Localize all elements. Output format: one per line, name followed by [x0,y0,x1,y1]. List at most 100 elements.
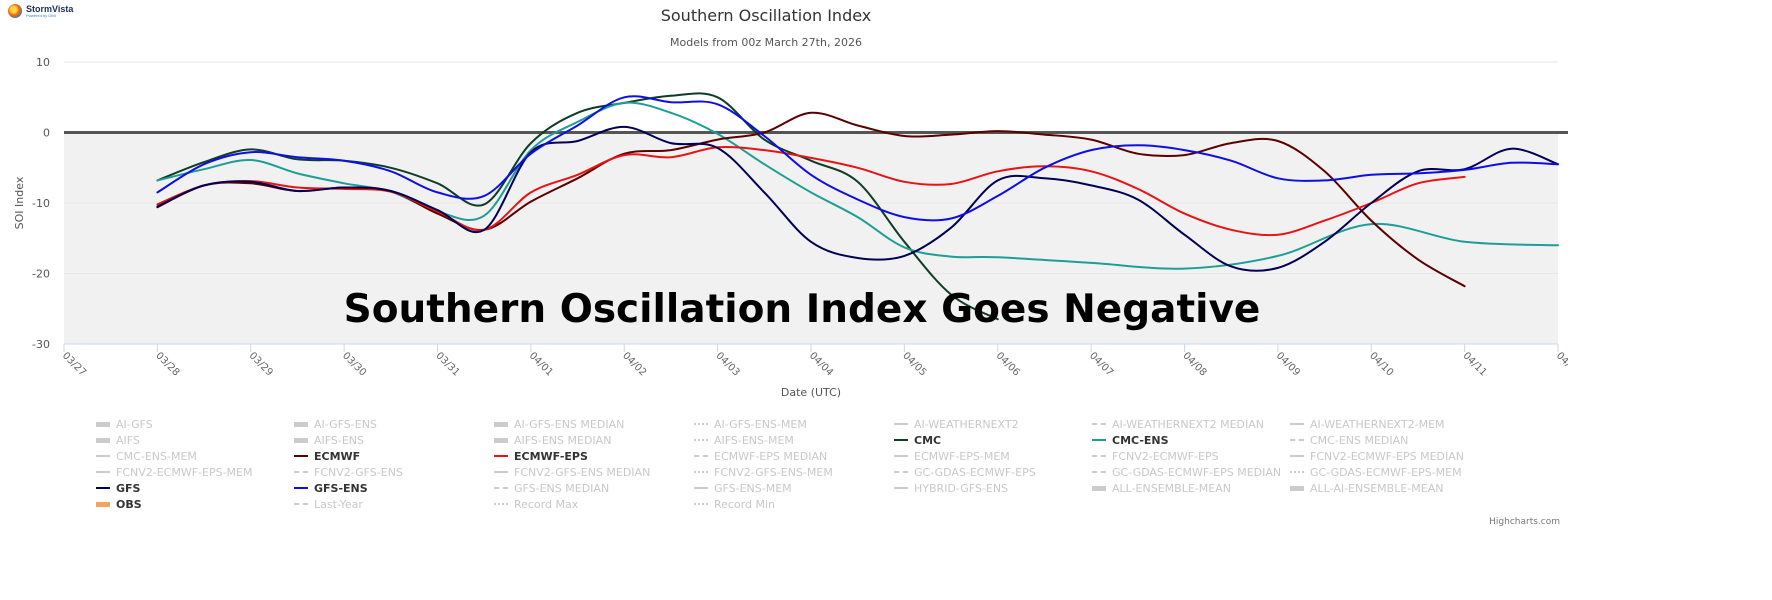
logo-subtitle: Powered by OMI [26,12,56,18]
y-axis-title: SOI Index [13,176,26,229]
series-line-cmc[interactable] [156,92,999,321]
legend-item-gfs-ens[interactable]: GFS-ENS [294,480,368,496]
legend-symbol-icon [494,471,508,473]
x-axis-title: Date (UTC) [781,386,841,399]
legend-label: ECMWF [314,449,361,463]
legend-label: CMC [914,433,942,447]
legend-label: Record Min [714,497,776,511]
legend-item-hybrid-gfs-ens[interactable]: HYBRID-GFS-ENS [894,480,1008,496]
legend-item-ai-gfs-ens[interactable]: AI-GFS-ENS [294,416,377,432]
legend-item-record-max[interactable]: Record Max [494,496,578,512]
legend-label: AI-WEATHERNEXT2 MEDIAN [1112,417,1265,431]
legend-item-aifs-ens[interactable]: AIFS-ENS [294,432,364,448]
x-tick-label: 03/29 [247,350,275,378]
legend-symbol-icon [1290,439,1304,441]
legend-symbol-icon [1290,455,1304,457]
legend-item-ecmwf-eps-mem[interactable]: ECMWF-EPS-MEM [894,448,1010,464]
y-tick-label: -30 [32,338,50,351]
y-tick-label: 0 [43,127,50,140]
legend-item-ai-weathernext2-median[interactable]: AI-WEATHERNEXT2 MEDIAN [1092,416,1264,432]
legend-symbol-icon [96,437,110,443]
legend-label: CMC-ENS [1112,433,1169,447]
legend-symbol-icon [1092,439,1106,441]
legend-item-ecmwf-eps-median[interactable]: ECMWF-EPS MEDIAN [694,448,827,464]
legend-symbol-icon [694,487,708,489]
legend-symbol-icon [294,487,308,489]
legend-label: AI-WEATHERNEXT2-MEM [1310,417,1445,431]
legend-item-cmc[interactable]: CMC [894,432,941,448]
logo-brand: StormVista [26,3,74,14]
highcharts-credit[interactable]: Highcharts.com [1489,517,1560,527]
y-tick-label: -20 [32,268,50,281]
legend-item-ecmwf-eps[interactable]: ECMWF-EPS [494,448,588,464]
x-tick-label: 04/02 [620,350,648,378]
legend-item-all-ensemble-mean[interactable]: ALL-ENSEMBLE-MEAN [1092,480,1231,496]
legend-label: AI-GFS-ENS-MEM [714,417,807,431]
legend-label: AI-WEATHERNEXT2 [914,417,1019,431]
legend-item-gc-gdas-ecmwf-eps-median[interactable]: GC-GDAS-ECMWF-EPS MEDIAN [1092,464,1281,480]
legend-label: FCNV2-ECMWF-EPS [1112,449,1219,463]
legend-item-aifs-ens-mem[interactable]: AIFS-ENS-MEM [694,432,794,448]
soi-line-chart: Southern Oscillation Index Models from 0… [13,6,1568,399]
legend-item-fcnv2-ecmwf-eps-mem[interactable]: FCNV2-ECMWF-EPS-MEM [96,464,253,480]
series-layer [156,92,1559,321]
legend-label: AI-GFS-ENS MEDIAN [514,417,625,431]
legend-item-aifs-ens-median[interactable]: AIFS-ENS MEDIAN [494,432,611,448]
legend-symbol-icon [1092,423,1106,425]
legend-item-ai-gfs-ens-median[interactable]: AI-GFS-ENS MEDIAN [494,416,624,432]
legend-item-cmc-ens-median[interactable]: CMC-ENS MEDIAN [1290,432,1408,448]
legend-item-ai-weathernext2[interactable]: AI-WEATHERNEXT2 [894,416,1019,432]
legend-symbol-icon [694,471,708,473]
x-tick-label: 04/07 [1087,350,1115,378]
x-tick-label: 04/12 [1554,350,1568,378]
legend-item-ai-weathernext2-mem[interactable]: AI-WEATHERNEXT2-MEM [1290,416,1445,432]
legend-symbol-icon [694,439,708,441]
legend-symbol-icon [1092,471,1106,473]
legend-item-aifs[interactable]: AIFS [96,432,140,448]
legend-label: AI-GFS-ENS [314,417,377,431]
legend-label: ECMWF-EPS-MEM [914,449,1010,463]
legend-item-fcnv2-ecmwf-eps[interactable]: FCNV2-ECMWF-EPS [1092,448,1219,464]
legend-symbol-icon [96,455,110,457]
series-line-gfs-ens[interactable] [156,95,1559,222]
legend-symbol-icon [96,471,110,473]
legend-item-fcnv2-gfs-ens-mem[interactable]: FCNV2-GFS-ENS-MEM [694,464,833,480]
plot-background [64,132,1558,344]
legend-item-gc-gdas-ecmwf-eps-mem[interactable]: GC-GDAS-ECMWF-EPS-MEM [1290,464,1462,480]
x-tick-label: 04/11 [1461,350,1489,378]
legend-label: FCNV2-GFS-ENS-MEM [714,465,833,479]
legend-item-obs[interactable]: OBS [96,496,142,512]
legend-item-gfs-ens-median[interactable]: GFS-ENS MEDIAN [494,480,609,496]
legend-symbol-icon [694,455,708,457]
x-tick-label: 03/31 [433,350,461,378]
legend-symbol-icon [1290,485,1304,491]
legend-item-ai-gfs-ens-mem[interactable]: AI-GFS-ENS-MEM [694,416,807,432]
stormvista-logo[interactable]: StormVista Powered by OMI [8,2,73,20]
legend-item-fcnv2-ecmwf-eps-median[interactable]: FCNV2-ECMWF-EPS MEDIAN [1290,448,1464,464]
x-tick-label: 03/28 [153,350,181,378]
legend-item-cmc-ens[interactable]: CMC-ENS [1092,432,1169,448]
series-line-gfs[interactable] [156,125,1559,272]
legend-item-gfs[interactable]: GFS [96,480,140,496]
logo-globe-icon [8,4,22,18]
legend-item-all-ai-ensemble-mean[interactable]: ALL-AI-ENSEMBLE-MEAN [1290,480,1443,496]
legend-item-fcnv2-gfs-ens[interactable]: FCNV2-GFS-ENS [294,464,403,480]
headline-banner: Southern Oscillation Index Goes Negative [344,287,1261,332]
legend-item-gc-gdas-ecmwf-eps[interactable]: GC-GDAS-ECMWF-EPS [894,464,1036,480]
legend-symbol-icon [96,487,110,489]
legend-item-ecmwf[interactable]: ECMWF [294,448,360,464]
legend-item-fcnv2-gfs-ens-median[interactable]: FCNV2-GFS-ENS MEDIAN [494,464,650,480]
x-tick-label: 03/27 [60,350,88,378]
legend-item-last-year[interactable]: Last-Year [294,496,363,512]
legend-label: OBS [116,497,142,511]
chart-title: Southern Oscillation Index [661,6,872,25]
legend-item-gfs-ens-mem[interactable]: GFS-ENS-MEM [694,480,792,496]
legend-label: ALL-ENSEMBLE-MEAN [1112,481,1231,495]
legend-item-ai-gfs[interactable]: AI-GFS [96,416,153,432]
legend-item-record-min[interactable]: Record Min [694,496,775,512]
legend-item-cmc-ens-mem[interactable]: CMC-ENS-MEM [96,448,197,464]
legend-symbol-icon [96,501,110,507]
legend-label: ALL-AI-ENSEMBLE-MEAN [1310,481,1444,495]
series-line-cmc-ens[interactable] [156,101,1559,270]
legend-label: FCNV2-GFS-ENS [314,465,403,479]
